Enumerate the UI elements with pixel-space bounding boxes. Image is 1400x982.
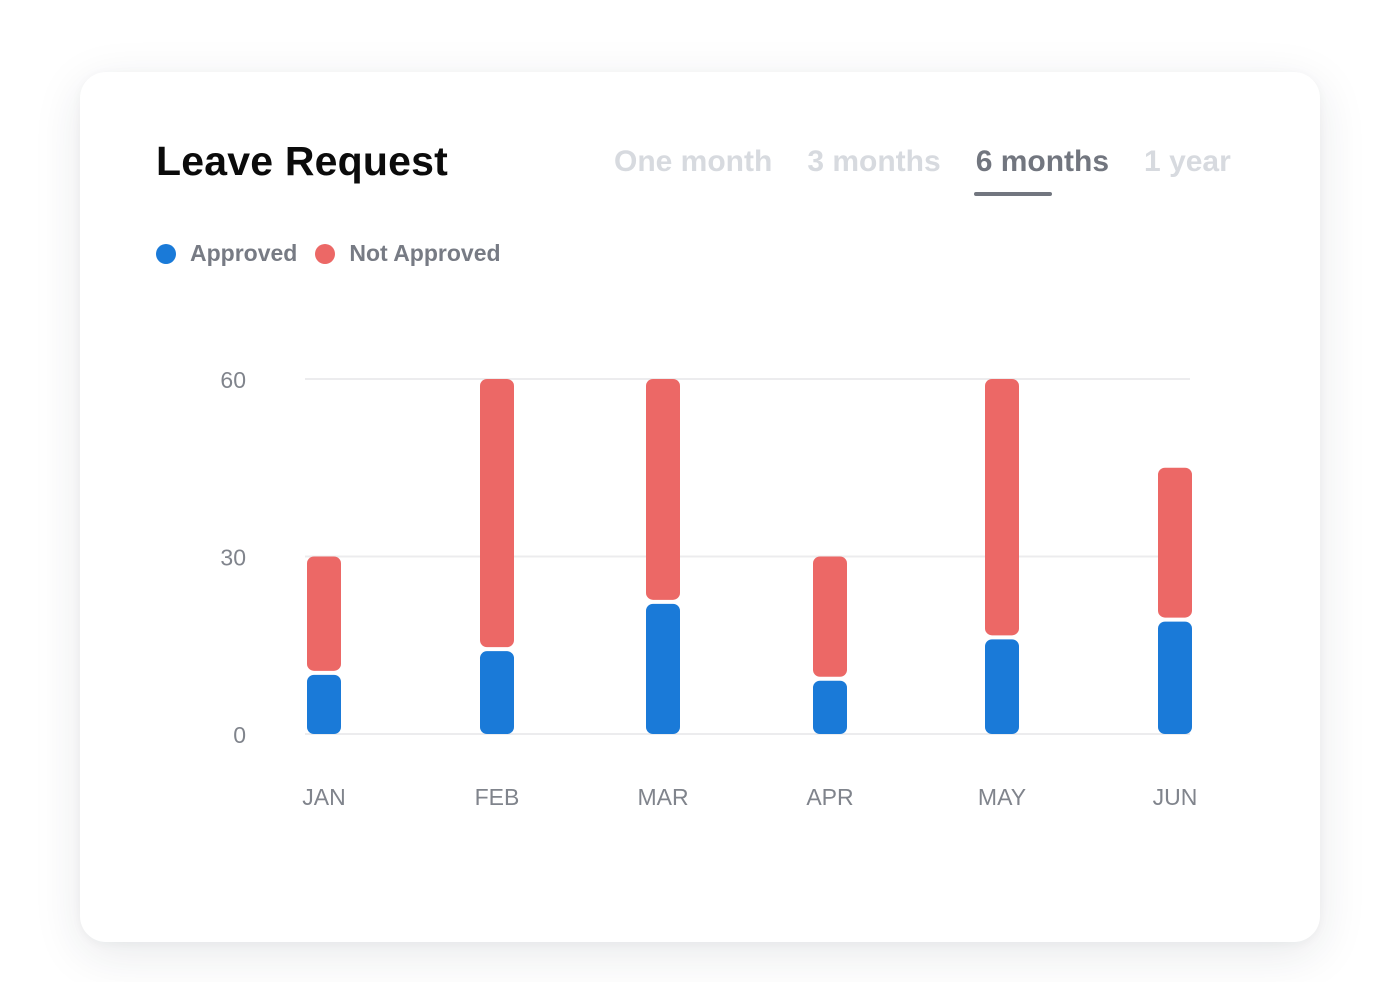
x-tick-label: JUN: [1153, 784, 1198, 810]
period-tabs: One month 3 months 6 months 1 year: [614, 140, 1231, 200]
legend-dot-not-approved: [315, 243, 336, 264]
x-tick-label: JAN: [302, 784, 345, 810]
legend-item-approved[interactable]: Approved: [156, 240, 297, 267]
bar-approved-may: [985, 639, 1019, 734]
x-tick-label: FEB: [475, 784, 520, 810]
tab-3-months[interactable]: 3 months: [807, 145, 941, 178]
bar-not-approved-jan: [307, 556, 341, 671]
bar-not-approved-apr: [813, 556, 847, 677]
x-tick-label: MAY: [978, 784, 1026, 810]
x-tick-label: APR: [806, 784, 853, 810]
y-tick-label: 60: [220, 367, 246, 393]
legend-label-approved: Approved: [190, 240, 298, 266]
bar-not-approved-jun: [1158, 467, 1192, 618]
x-tick-label: MAR: [637, 784, 688, 810]
bar-approved-jun: [1158, 621, 1192, 734]
bar-not-approved-feb: [480, 379, 514, 648]
bar-not-approved-may: [985, 379, 1019, 636]
bar-approved-mar: [646, 603, 680, 734]
bar-not-approved-mar: [646, 379, 680, 600]
leave-request-card: Leave Request One month 3 months 6 month…: [80, 72, 1320, 942]
y-tick-label: 0: [233, 722, 246, 748]
tab-1-year[interactable]: 1 year: [1144, 145, 1231, 178]
legend-label-not-approved: Not Approved: [349, 240, 501, 266]
tab-6-months[interactable]: 6 months: [973, 140, 1109, 200]
chart-legend: Approved Not Approved: [156, 240, 501, 267]
y-tick-label: 30: [220, 545, 246, 571]
bar-approved-apr: [813, 680, 847, 734]
legend-dot-approved: [156, 243, 176, 264]
bar-approved-feb: [480, 651, 514, 734]
card-title: Leave Request: [156, 138, 449, 184]
stacked-bar-chart: 0 30 60 JAN FEB MAR APR MAY JUN: [220, 367, 1198, 810]
bar-approved-jan: [307, 674, 341, 734]
tab-one-month[interactable]: One month: [614, 145, 773, 178]
legend-item-not-approved[interactable]: Not Approved: [315, 240, 501, 267]
